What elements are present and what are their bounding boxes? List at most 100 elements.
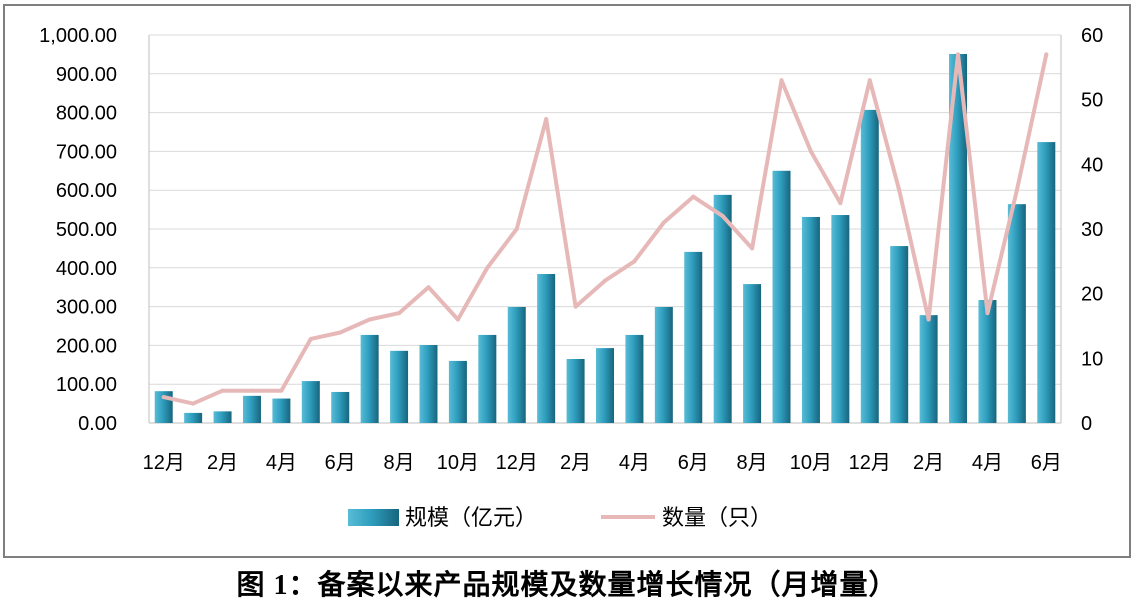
left-axis-tick-label: 200.00 bbox=[56, 335, 117, 357]
scale-bar-16 bbox=[596, 348, 614, 423]
scale-bar-6 bbox=[301, 381, 320, 423]
count-point-25 bbox=[867, 78, 872, 83]
x-axis-tick-label: 10月 bbox=[437, 452, 479, 474]
right-axis-tick-label: 40 bbox=[1081, 154, 1103, 176]
x-axis-tick-label: 12月 bbox=[143, 452, 185, 474]
scale-bar-8 bbox=[360, 334, 379, 423]
right-axis-tick-label: 30 bbox=[1081, 219, 1103, 241]
count-point-22 bbox=[779, 78, 784, 83]
count-point-11 bbox=[455, 317, 460, 322]
count-point-19 bbox=[691, 194, 696, 199]
left-axis-tick-label: 0.00 bbox=[78, 413, 117, 435]
scale-bar-4 bbox=[242, 395, 261, 423]
scale-bar-25 bbox=[860, 109, 879, 423]
x-axis-tick-label: 4月 bbox=[619, 452, 650, 474]
x-axis-tick-label: 4月 bbox=[972, 452, 1003, 474]
figure-caption: 图 1：备案以来产品规模及数量增长情况（月增量） bbox=[236, 568, 897, 601]
left-axis-tick-label: 400.00 bbox=[56, 258, 117, 280]
legend-label-scale: 规模（亿元） bbox=[405, 505, 537, 530]
scale-bar-21 bbox=[743, 284, 762, 423]
count-point-3 bbox=[220, 388, 225, 393]
scale-bar-26 bbox=[890, 246, 909, 423]
right-axis: 0 10 20 30 40 50 60 bbox=[1081, 25, 1103, 435]
count-point-6 bbox=[308, 336, 313, 341]
scale-bar-14 bbox=[537, 274, 556, 423]
scale-bar-7 bbox=[331, 391, 350, 423]
count-point-21 bbox=[750, 246, 755, 251]
legend-label-count: 数量（只） bbox=[662, 505, 772, 530]
left-axis-tick-label: 300.00 bbox=[56, 297, 117, 319]
count-point-14 bbox=[544, 117, 549, 122]
x-axis-tick-label: 10月 bbox=[790, 452, 832, 474]
x-axis-tick-label: 6月 bbox=[325, 452, 356, 474]
x-axis-tick-label: 12月 bbox=[496, 452, 538, 474]
left-axis-tick-label: 700.00 bbox=[56, 141, 117, 163]
x-axis-tick-label: 2月 bbox=[913, 452, 944, 474]
scale-bar-31 bbox=[1037, 142, 1056, 423]
count-point-16 bbox=[603, 278, 607, 283]
scale-bar-5 bbox=[272, 398, 291, 423]
count-point-28 bbox=[956, 52, 961, 57]
count-point-8 bbox=[367, 317, 372, 322]
scale-bar-18 bbox=[654, 306, 673, 423]
count-point-23 bbox=[808, 149, 813, 154]
right-axis-tick-label: 50 bbox=[1081, 90, 1103, 112]
x-axis-tick-label: 6月 bbox=[678, 452, 709, 474]
scale-bar-15 bbox=[566, 358, 585, 423]
scale-bar-11 bbox=[448, 360, 467, 423]
scale-bar-30 bbox=[1007, 204, 1026, 423]
scale-bar-22 bbox=[772, 170, 791, 423]
count-point-27 bbox=[926, 317, 931, 322]
x-axis-tick-label: 8月 bbox=[384, 452, 415, 474]
scale-bar-29 bbox=[978, 300, 997, 423]
scale-bar-28 bbox=[949, 54, 968, 424]
left-axis-tick-label: 800.00 bbox=[56, 103, 117, 125]
count-point-12 bbox=[485, 265, 490, 270]
count-point-15 bbox=[573, 304, 578, 309]
scale-bar-13 bbox=[507, 306, 526, 423]
chart-frame bbox=[3, 4, 1131, 558]
count-point-24 bbox=[838, 201, 843, 206]
count-point-29 bbox=[985, 311, 990, 316]
left-axis-tick-label: 1,000.00 bbox=[39, 25, 117, 47]
scale-bar-12 bbox=[478, 334, 497, 423]
count-point-2 bbox=[191, 401, 196, 406]
count-line-group bbox=[161, 52, 1049, 406]
x-axis-tick-label: 4月 bbox=[266, 452, 297, 474]
scale-bar-2 bbox=[184, 412, 203, 423]
left-axis-tick-label: 900.00 bbox=[56, 64, 117, 86]
left-axis-tick-label: 600.00 bbox=[56, 180, 117, 202]
right-axis-tick-label: 10 bbox=[1081, 348, 1103, 370]
count-point-10 bbox=[426, 285, 431, 290]
count-point-20 bbox=[720, 214, 725, 219]
scale-bar-20 bbox=[713, 194, 732, 423]
right-axis-tick-label: 60 bbox=[1081, 25, 1103, 47]
count-point-30 bbox=[1014, 188, 1019, 193]
count-point-4 bbox=[249, 388, 254, 393]
x-axis-tick-label: 8月 bbox=[737, 452, 768, 474]
right-axis-tick-label: 20 bbox=[1081, 284, 1103, 306]
scale-bar-3 bbox=[213, 411, 232, 423]
scale-bar-24 bbox=[831, 215, 850, 423]
count-point-26 bbox=[897, 188, 902, 193]
x-axis-tick-label: 12月 bbox=[849, 452, 891, 474]
left-axis-tick-label: 100.00 bbox=[56, 374, 117, 396]
scale-bar-10 bbox=[419, 345, 438, 423]
x-axis: 12月 2月 4月 6月 8月 10月 12月 2月 4月 6月 8月 10月 12月 2月 4月 6月 bbox=[143, 452, 1062, 474]
scale-bar-17 bbox=[625, 334, 644, 423]
scale-bar-23 bbox=[801, 216, 820, 423]
right-axis-tick-label: 0 bbox=[1081, 413, 1092, 435]
count-point-13 bbox=[514, 227, 519, 231]
count-point-18 bbox=[661, 220, 666, 225]
count-point-1 bbox=[161, 395, 166, 400]
x-axis-tick-label: 2月 bbox=[207, 452, 238, 474]
count-point-31 bbox=[1044, 52, 1049, 57]
left-axis: 0.00 100.00 200.00 300.00 400.00 500.00 600.00… bbox=[39, 25, 117, 435]
scale-bar-series bbox=[154, 54, 1056, 424]
count-point-5 bbox=[279, 388, 284, 393]
scale-bar-19 bbox=[684, 251, 703, 423]
scale-bar-27 bbox=[919, 315, 938, 423]
count-point-7 bbox=[338, 330, 343, 335]
count-point-17 bbox=[632, 259, 637, 264]
